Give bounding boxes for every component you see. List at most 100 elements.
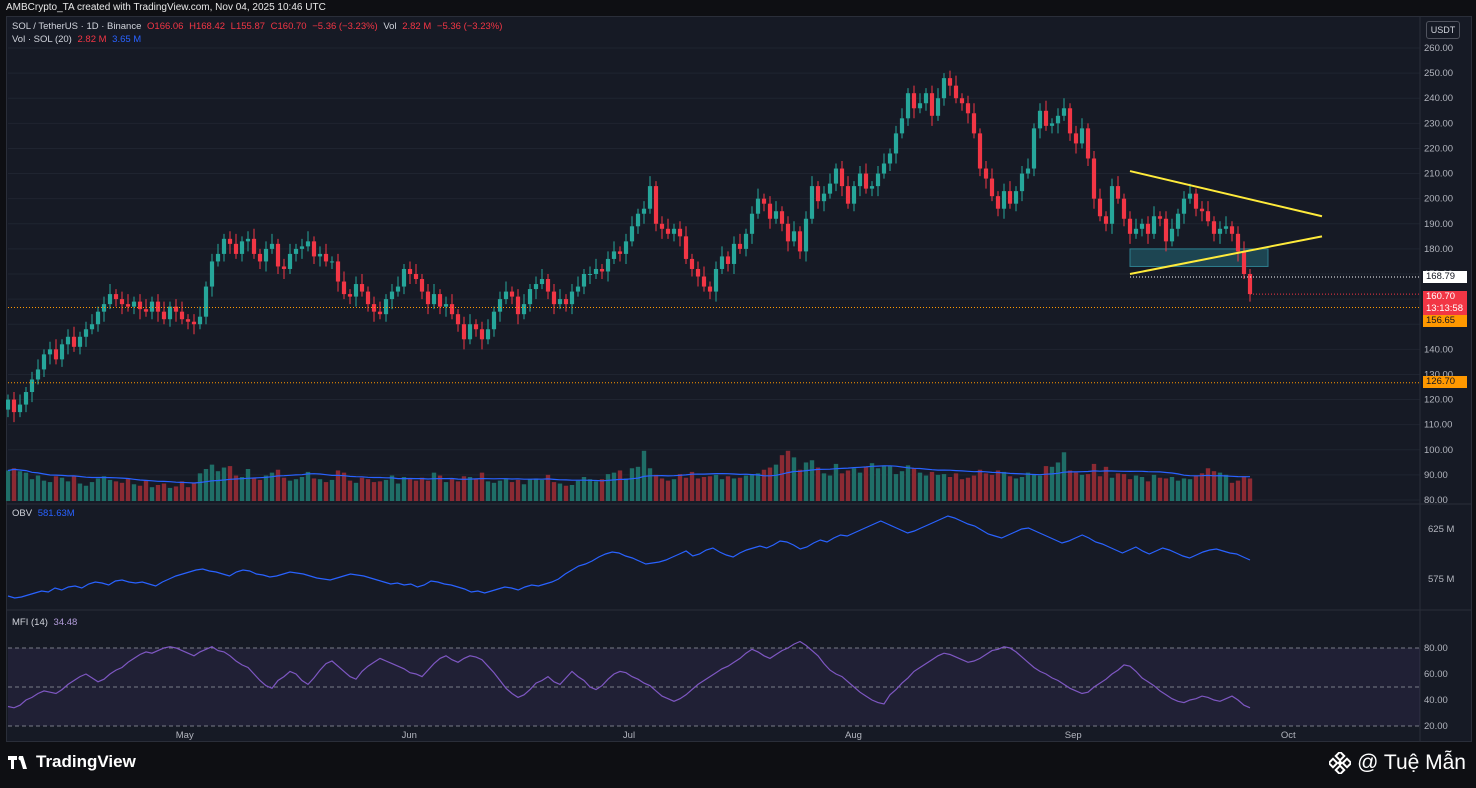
price-tick-label: 120.00 [1424,395,1453,406]
candle-body [593,268,599,274]
volume-bar [509,482,515,501]
candle-body [551,291,557,305]
volume-bar [305,471,311,501]
candle-body [287,253,293,269]
month-label: Jul [623,730,635,741]
candle-body [329,261,335,263]
candle-body [155,301,161,312]
obv-label: OBV [12,508,33,519]
volume-bar [329,479,335,501]
volume-bar [683,477,689,501]
volume-bar [413,480,419,501]
volume-bar [527,479,533,501]
chart-canvas[interactable]: 625 M 575 M 80.00 60.00 40.00 20.00 260.00 25… [6,16,1472,742]
candle-body [233,243,239,254]
volume-bar [197,473,203,501]
candle-body [1121,198,1127,219]
candle-body [245,238,251,242]
volume-bar [845,470,851,501]
volume-bar [431,472,437,501]
candle-body [875,173,881,187]
candle-body [785,223,791,242]
candle-body [1115,186,1121,199]
volume-bar [53,476,59,501]
volume-bar [893,474,899,501]
candle-body [791,231,797,242]
tradingview-logo[interactable]: TradingView [8,752,136,772]
volume-bar [1157,477,1163,501]
volume-bar [83,485,89,501]
legend-vol-value: 2.82 M [402,21,432,32]
volume-bar [167,487,173,501]
volume-bar [671,479,677,501]
candle-body [773,211,779,219]
candle-body [611,251,617,259]
candle-body [809,186,815,219]
candle-body [83,329,89,337]
candle-body [1133,228,1139,234]
price-tick-label: 240.00 [1424,93,1453,104]
candle-body [77,336,83,347]
price-tag-level-c: 126.70 [1423,376,1467,388]
volume-bar [605,474,611,501]
legend-close: C160.70 [270,21,307,32]
volume-bar [215,471,221,501]
currency-button[interactable]: USDT [1426,21,1460,39]
volume-bar [269,472,275,501]
candle-body [365,291,371,305]
candle-body [1223,226,1229,229]
candle-body [173,306,179,312]
volume-bar [335,470,341,501]
price-tick-label: 250.00 [1424,68,1453,79]
volume-bar [725,476,731,501]
candle-body [1211,221,1217,234]
tradingview-icon [8,755,27,769]
volume-bar [617,470,623,501]
volume-bar [485,481,491,501]
legend-symbol: SOL / TetherUS · 1D · Binance [12,21,142,32]
price-tick-label: 80.00 [1424,495,1448,506]
volume-bar [461,476,467,501]
legend-mfi: MFI (14) 34.48 [12,617,80,628]
volume-bar [209,464,215,501]
candle-body [623,241,629,254]
candle-body [827,183,833,194]
volume-bar [821,473,827,501]
candle-body [275,243,281,267]
volume-bar [791,457,797,501]
volume-bar [257,479,263,501]
volume-bar [131,484,137,501]
candle-body [431,294,437,305]
price-tag-countdown: 13:13:58 [1423,303,1467,315]
candle-body [779,211,785,224]
volume-bar [143,480,149,501]
volume-bar [383,479,389,501]
candle-body [263,248,269,262]
candle-body [167,306,173,320]
candle-body [293,248,299,254]
volume-bar [425,480,431,501]
legend-open: O166.06 [147,21,184,32]
candle-body [53,349,59,360]
volume-bar [1097,476,1103,501]
volume-bar [1079,474,1085,501]
volume-bar [623,478,629,501]
volume-bar [389,475,395,501]
candle-body [989,178,995,197]
candle-body [461,324,467,340]
volume-bar [689,471,695,501]
candle-body [575,286,581,292]
volume-bar [155,485,161,501]
month-label: Aug [845,730,862,741]
candle-body [845,186,851,204]
volume-bar [701,477,707,501]
candle-body [491,311,497,330]
volume-bar [233,475,239,501]
candle-body [659,223,665,229]
volume-bar [953,473,959,501]
volume-bar [137,485,143,501]
mfi-tick-label: 60.00 [1424,669,1448,680]
volume-bar [6,470,11,501]
volume-bar [11,468,17,501]
volume-bar [905,465,911,501]
